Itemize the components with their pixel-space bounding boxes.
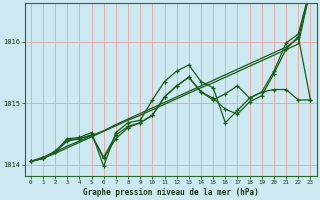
- X-axis label: Graphe pression niveau de la mer (hPa): Graphe pression niveau de la mer (hPa): [83, 188, 259, 197]
